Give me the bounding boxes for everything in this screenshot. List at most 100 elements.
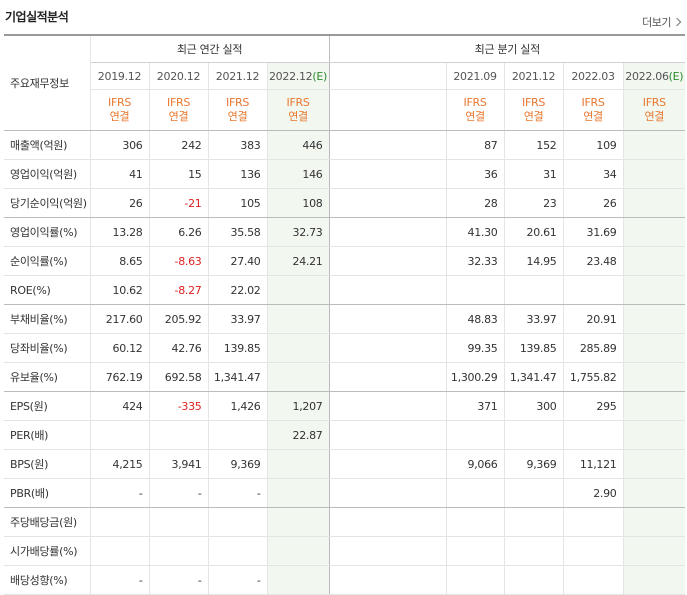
- ifrs-label: IFRS: [522, 96, 546, 109]
- title-bar: 기업실적분석 더보기: [0, 0, 687, 34]
- row-label: 배당성향(%): [4, 565, 91, 595]
- annual-value: -: [149, 478, 209, 508]
- annual-value: 4,215: [90, 449, 150, 479]
- consolidated-label: 연결: [583, 110, 603, 123]
- annual-value: [149, 420, 209, 450]
- table-row: 부채비율(%) 217.60 205.92 33.97 48.83 33.97 20.91: [4, 304, 686, 334]
- quarter-value: [446, 275, 505, 305]
- quarter-value: 300: [504, 391, 564, 421]
- quarter-value: [329, 478, 447, 508]
- quarter-value: 23: [504, 188, 564, 218]
- annual-period-2: 2021.12: [208, 62, 268, 90]
- quarter-value: [623, 188, 686, 218]
- row-label: PBR(배): [4, 478, 91, 508]
- quarter-value: 9,066: [446, 449, 505, 479]
- row-label: 영업이익(억원): [4, 159, 91, 189]
- quarter-value: [563, 275, 624, 305]
- annual-value: [149, 507, 209, 537]
- table-row: PBR(배) - - -2.90: [4, 478, 686, 508]
- quarter-value: [329, 275, 447, 305]
- annual-value: 692.58: [149, 362, 209, 392]
- chevron-right-icon: [672, 17, 682, 27]
- ifrs-cell-2: IFRS 연결: [208, 89, 268, 131]
- annual-value: 1,207: [267, 391, 330, 421]
- estimate-marker: (E): [668, 69, 684, 83]
- row-label: EPS(원): [4, 391, 91, 421]
- quarter-value: [329, 333, 447, 363]
- quarter-value: [563, 565, 624, 595]
- period-row: 2019.12 2020.12 2021.12 2022.12(E) 2021.09 20…: [4, 62, 686, 90]
- row-header: 주요재무정보: [4, 34, 91, 131]
- quarter-value: 295: [563, 391, 624, 421]
- annual-value: -8.63: [149, 246, 209, 276]
- annual-value: 60.12: [90, 333, 150, 363]
- annual-value: -: [208, 478, 268, 508]
- annual-value: -: [208, 565, 268, 595]
- annual-value: 762.19: [90, 362, 150, 392]
- quarter-value: 20.61: [504, 217, 564, 247]
- ifrs-label: IFRS: [108, 96, 131, 109]
- annual-value: [149, 536, 209, 566]
- annual-value: 3,941: [149, 449, 209, 479]
- quarter-value: 33.97: [504, 304, 564, 334]
- quarter-group-header: 최근 분기 실적: [329, 34, 686, 63]
- annual-value: 41: [90, 159, 150, 189]
- annual-value: 139.85: [208, 333, 268, 363]
- quarter-value: 1,341.47: [504, 362, 564, 392]
- quarter-value: 2.90: [563, 478, 624, 508]
- period-label: 2022.03: [571, 69, 615, 83]
- quarter-value: [329, 159, 447, 189]
- quarter-value: 139.85: [504, 333, 564, 363]
- annual-value: 217.60: [90, 304, 150, 334]
- quarter-value: [504, 536, 564, 566]
- quarter-value: 14.95: [504, 246, 564, 276]
- period-label: 2022.12: [268, 69, 313, 83]
- quarter-value: [623, 536, 686, 566]
- table-body: 매출액(억원) 306 242 383 446 87 152 109 영업이익(억원) 41 15 1…: [4, 130, 686, 595]
- quarter-value: [623, 420, 686, 450]
- quarter-value: 1,755.82: [563, 362, 624, 392]
- annual-value: [267, 565, 330, 595]
- more-link[interactable]: 더보기: [642, 14, 682, 30]
- quarter-value: [329, 130, 447, 160]
- annual-value: 32.73: [267, 217, 330, 247]
- quarter-period-2: 2021.12: [504, 62, 564, 90]
- consolidated-label: 연결: [109, 110, 130, 123]
- annual-value: -335: [149, 391, 209, 421]
- table-row: BPS(원) 4,215 3,941 9,369 9,066 9,369 11,121: [4, 449, 686, 479]
- quarter-value: 285.89: [563, 333, 624, 363]
- annual-period-0: 2019.12: [90, 62, 150, 90]
- quarter-value: 31: [504, 159, 564, 189]
- section-title: 기업실적분석: [5, 10, 69, 24]
- annual-value: 8.65: [90, 246, 150, 276]
- row-label: ROE(%): [4, 275, 91, 305]
- row-label: 순이익률(%): [4, 246, 91, 276]
- ifrs-label: IFRS: [286, 96, 310, 109]
- consolidated-label: 연결: [227, 110, 248, 123]
- row-label: 부채비율(%): [4, 304, 91, 334]
- quarter-value: [329, 217, 447, 247]
- quarter-value: [504, 478, 564, 508]
- quarter-value: 32.33: [446, 246, 505, 276]
- ifrs-label: IFRS: [167, 96, 190, 109]
- row-label: 영업이익률(%): [4, 217, 91, 247]
- ifrs-label: IFRS: [581, 96, 605, 109]
- annual-value: 42.76: [149, 333, 209, 363]
- quarter-value: 26: [563, 188, 624, 218]
- quarter-value: [329, 362, 447, 392]
- annual-value: [267, 275, 330, 305]
- quarter-value: [329, 391, 447, 421]
- quarter-value: [563, 507, 624, 537]
- ifrs-cell-0: IFRS 연결: [90, 89, 150, 131]
- consolidated-label: 연결: [465, 110, 485, 123]
- quarter-value: 11,121: [563, 449, 624, 479]
- ifrs-cell-5: IFRS 연결: [446, 89, 505, 131]
- table-row: EPS(원) 424 -335 1,426 1,207 371 300 295: [4, 391, 686, 421]
- ifrs-cell-3: IFRS 연결: [267, 89, 330, 131]
- annual-value: 205.92: [149, 304, 209, 334]
- annual-value: 33.97: [208, 304, 268, 334]
- annual-value: [267, 478, 330, 508]
- quarter-value: [504, 275, 564, 305]
- quarter-value: [623, 478, 686, 508]
- annual-value: [267, 507, 330, 537]
